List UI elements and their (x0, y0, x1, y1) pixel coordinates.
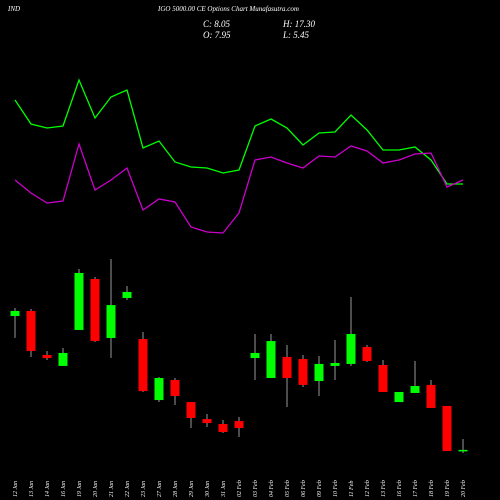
x-tick-label: 28 Jan (173, 481, 179, 497)
x-tick-label: 10 Feb (333, 480, 339, 497)
x-tick-label: 13 Feb (381, 480, 387, 497)
x-tick-label: 19 Jan (77, 481, 83, 497)
candle-body (410, 386, 420, 393)
x-tick-label: 27 Jan (157, 481, 163, 497)
candle-body (186, 402, 196, 418)
x-tick-label: 12 Jan (13, 481, 19, 497)
candle-body (42, 354, 52, 359)
candle-body (298, 358, 308, 385)
candle-body (426, 384, 436, 408)
x-tick-label: 29 Jan (189, 481, 195, 497)
x-tick-label: 18 Feb (429, 480, 435, 497)
x-tick-label: 02 Feb (237, 480, 243, 497)
candle-body (234, 421, 244, 429)
x-tick-label: 30 Jan (205, 481, 211, 498)
x-tick-label: 20 Jan (93, 481, 99, 497)
candle-body (202, 419, 212, 424)
chart-title-left: IND (7, 5, 20, 13)
candle-body (90, 278, 100, 342)
x-tick-label: 21 Jan (109, 481, 115, 497)
candle-body (330, 362, 340, 366)
x-tick-label: 16 Jan (61, 481, 67, 497)
x-tick-label: 12 Feb (365, 480, 371, 497)
open-label: O: 7.95 (203, 30, 231, 40)
x-tick-label: 14 Jan (44, 481, 51, 497)
close-label: C: 8.05 (203, 19, 231, 29)
candle-body (154, 377, 164, 401)
candle-body (362, 346, 372, 361)
x-tick-label: 05 Feb (285, 480, 291, 497)
indicator-line (14, 78, 463, 185)
candle-body (138, 339, 148, 392)
low-label: L: 5.45 (282, 30, 310, 40)
candle-body (250, 352, 260, 359)
chart-title: IGO 5000.00 CE Options Chart Munafasutra… (157, 5, 299, 13)
candle-body (106, 305, 116, 338)
x-tick-label: 09 Feb (317, 480, 323, 497)
candle-body (10, 310, 20, 317)
candle-body (314, 363, 324, 382)
candle-body (394, 392, 404, 403)
candle-body (346, 333, 356, 364)
x-tick-label: 17 Feb (413, 480, 419, 497)
x-tick-label: 22 Jan (125, 481, 131, 497)
candle-body (58, 352, 68, 366)
x-tick-label: 20 Feb (461, 480, 467, 497)
candle-body (218, 424, 228, 433)
candle-body (378, 365, 388, 393)
high-label: H: 17.30 (282, 19, 315, 29)
x-tick-label: 23 Jan (141, 481, 147, 497)
x-tick-label: 31 Jan (221, 481, 227, 498)
x-tick-label: 16 Feb (397, 480, 403, 497)
indicator-line (14, 141, 464, 234)
x-tick-label: 13 Jan (29, 481, 35, 497)
candle-body (74, 272, 84, 330)
x-tick-label: 03 Feb (253, 480, 259, 497)
candle-body (458, 449, 468, 452)
candle-body (282, 356, 292, 378)
x-tick-label: 19 Feb (445, 480, 451, 497)
candle-body (266, 341, 276, 378)
x-tick-label: 04 Feb (268, 480, 275, 497)
candle-body (170, 379, 180, 397)
candle-body (122, 291, 132, 298)
x-tick-label: 06 Feb (301, 480, 307, 497)
candle-body (442, 405, 452, 452)
x-tick-label: 11 Feb (349, 481, 355, 497)
candle-body (26, 310, 36, 351)
